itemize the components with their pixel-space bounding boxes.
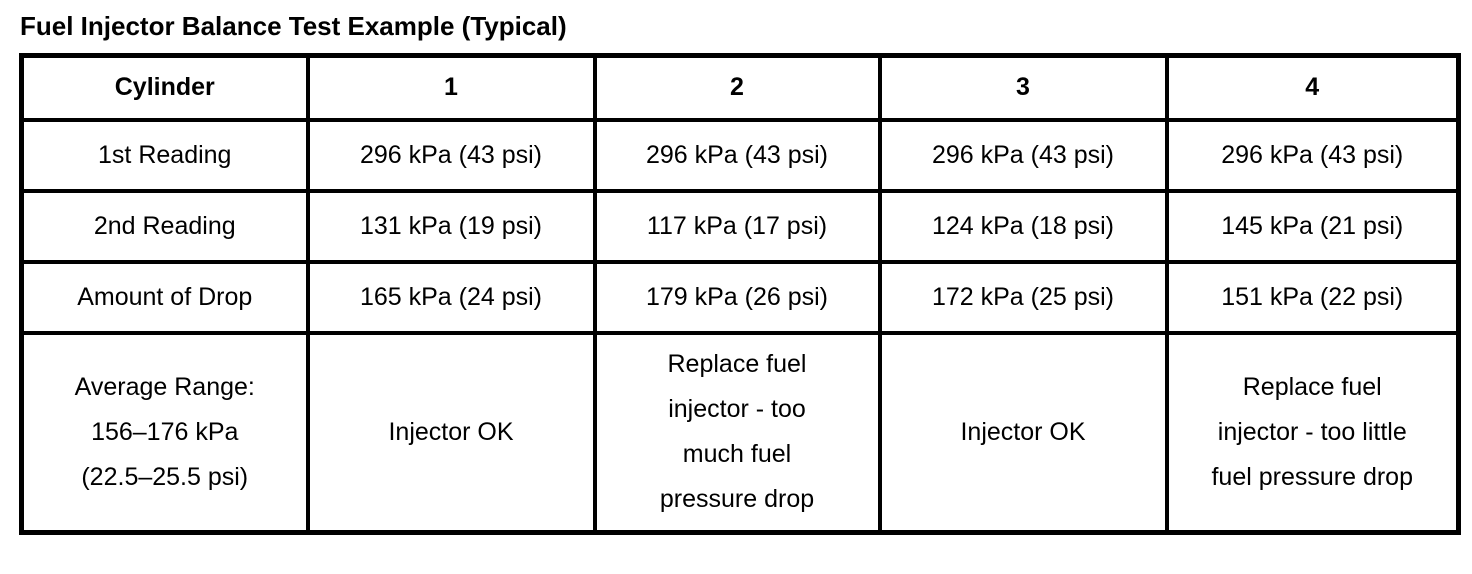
- cell-1st-reading-cyl1: 296 kPa (43 psi): [305, 117, 597, 193]
- table-row-2nd-reading: 2nd Reading 131 kPa (19 psi) 117 kPa (17…: [19, 188, 1461, 264]
- row-label-2nd-reading: 2nd Reading: [19, 188, 310, 264]
- cell-verdict-cyl3: Injector OK: [877, 330, 1169, 535]
- column-header-2: 2: [592, 53, 882, 122]
- table-row-average-range: Average Range: 156–176 kPa (22.5–25.5 ps…: [19, 330, 1461, 535]
- row-label-1st-reading: 1st Reading: [19, 117, 310, 193]
- cell-drop-cyl4: 151 kPa (22 psi): [1164, 259, 1461, 335]
- cell-verdict-cyl4: Replace fuel injector - too little fuel …: [1164, 330, 1461, 535]
- cell-1st-reading-cyl3: 296 kPa (43 psi): [877, 117, 1169, 193]
- header-row: Cylinder 1 2 3 4: [19, 53, 1461, 122]
- cell-1st-reading-cyl4: 296 kPa (43 psi): [1164, 117, 1461, 193]
- cell-2nd-reading-cyl4: 145 kPa (21 psi): [1164, 188, 1461, 264]
- table-row-amount-of-drop: Amount of Drop 165 kPa (24 psi) 179 kPa …: [19, 259, 1461, 335]
- page-title: Fuel Injector Balance Test Example (Typi…: [20, 11, 567, 41]
- cell-2nd-reading-cyl2: 117 kPa (17 psi): [592, 188, 882, 264]
- cell-drop-cyl3: 172 kPa (25 psi): [877, 259, 1169, 335]
- column-header-4: 4: [1164, 53, 1461, 122]
- cell-drop-cyl1: 165 kPa (24 psi): [305, 259, 597, 335]
- cell-2nd-reading-cyl1: 131 kPa (19 psi): [305, 188, 597, 264]
- column-header-cylinder: Cylinder: [19, 53, 310, 122]
- fuel-injector-balance-table: Cylinder 1 2 3 4 1st Reading 296 kPa (43…: [19, 53, 1461, 535]
- cell-verdict-cyl2: Replace fuel injector - too much fuel pr…: [592, 330, 882, 535]
- row-label-average-range: Average Range: 156–176 kPa (22.5–25.5 ps…: [19, 330, 310, 535]
- row-label-amount-of-drop: Amount of Drop: [19, 259, 310, 335]
- cell-drop-cyl2: 179 kPa (26 psi): [592, 259, 882, 335]
- column-header-3: 3: [877, 53, 1169, 122]
- table-row-1st-reading: 1st Reading 296 kPa (43 psi) 296 kPa (43…: [19, 117, 1461, 193]
- column-header-1: 1: [305, 53, 597, 122]
- cell-1st-reading-cyl2: 296 kPa (43 psi): [592, 117, 882, 193]
- cell-2nd-reading-cyl3: 124 kPa (18 psi): [877, 188, 1169, 264]
- cell-verdict-cyl1: Injector OK: [305, 330, 597, 535]
